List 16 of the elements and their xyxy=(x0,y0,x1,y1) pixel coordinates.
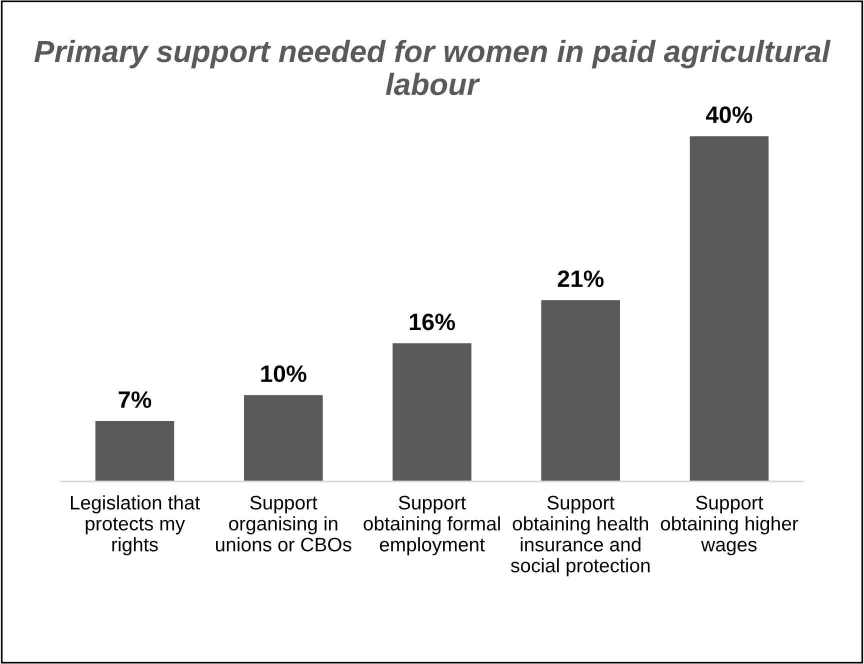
chart-title: Primary support needed for women in paid agricultural labour xyxy=(34,40,831,96)
x-tick-label: Support obtaining formal employment xyxy=(364,496,500,556)
bar xyxy=(392,343,472,482)
bar xyxy=(95,420,174,482)
bar xyxy=(690,136,769,482)
data-label: 40% xyxy=(706,106,752,124)
data-label: 21% xyxy=(558,270,604,288)
x-tick-label: Support organising in unions or CBOs xyxy=(216,496,352,552)
x-tick-label: Legislation that protects my rights xyxy=(70,495,200,556)
bar xyxy=(244,395,323,482)
data-label: 7% xyxy=(118,391,152,408)
x-tick-label: Support obtaining higher wages xyxy=(660,496,798,556)
data-label: 10% xyxy=(261,365,306,382)
bar xyxy=(541,300,620,482)
data-label: 16% xyxy=(410,314,456,330)
x-tick-label: Support obtaining health insurance and social protection xyxy=(510,496,650,576)
